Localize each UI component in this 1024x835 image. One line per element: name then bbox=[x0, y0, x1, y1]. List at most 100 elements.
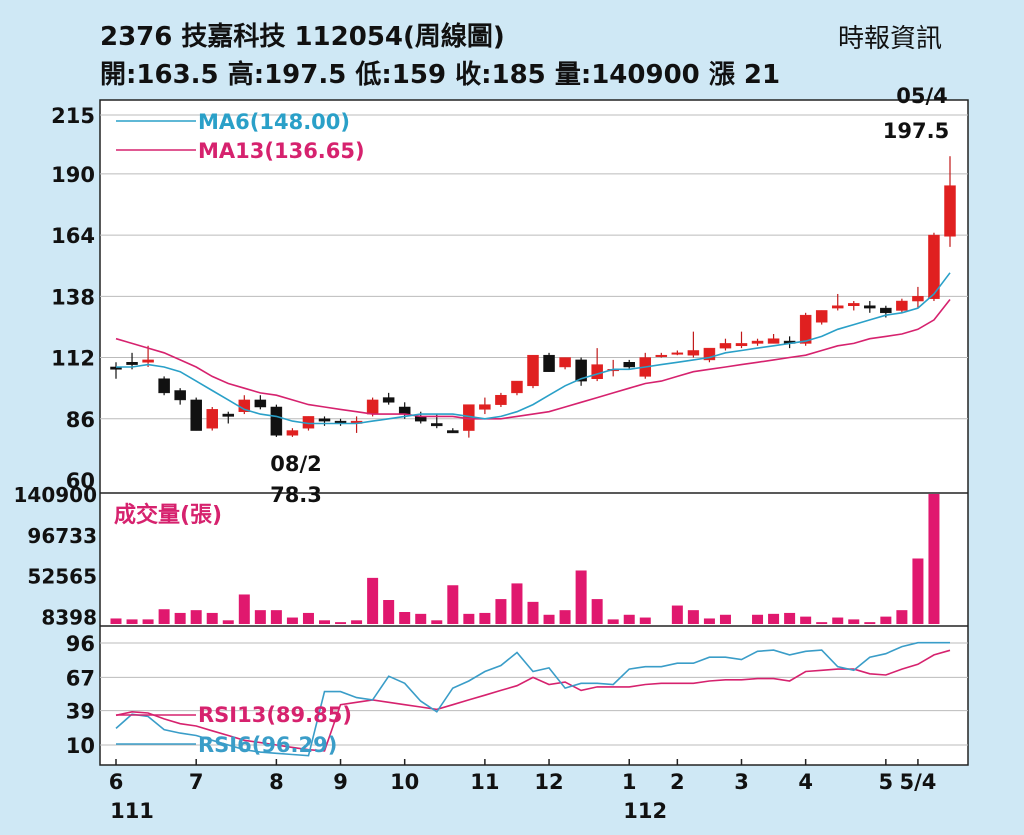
volume-bar bbox=[719, 614, 731, 624]
candle-body bbox=[382, 397, 395, 403]
price-tick-label: 215 bbox=[51, 104, 95, 128]
volume-bar bbox=[800, 616, 812, 624]
candle-body bbox=[928, 234, 940, 299]
rsi13-legend-label: RSI13(89.85) bbox=[198, 703, 352, 727]
volume-bar bbox=[174, 612, 186, 624]
x-tick-label: 1 bbox=[622, 770, 637, 794]
candle-body bbox=[880, 307, 892, 314]
candle-body bbox=[511, 380, 523, 394]
candle-body bbox=[431, 423, 443, 427]
volume-bar bbox=[527, 601, 539, 624]
volume-bar bbox=[559, 610, 571, 624]
candle-body bbox=[687, 350, 700, 356]
x-tick-label: 11 bbox=[470, 770, 499, 794]
volume-bar bbox=[463, 613, 475, 624]
candle-body bbox=[527, 354, 539, 387]
volume-bar bbox=[591, 599, 603, 624]
candle-body bbox=[591, 364, 603, 379]
volume-bar bbox=[511, 583, 523, 624]
volume-bar bbox=[206, 612, 218, 624]
volume-bar bbox=[687, 610, 699, 624]
volume-bar bbox=[543, 614, 555, 624]
volume-bar bbox=[896, 610, 908, 624]
x-tick-label: 2 bbox=[670, 770, 685, 794]
rsi13-line bbox=[115, 649, 951, 752]
price-tick-label: 112 bbox=[51, 347, 95, 371]
rsi-tick-label: 67 bbox=[66, 666, 95, 690]
candle-body bbox=[655, 354, 668, 357]
volume-bar bbox=[447, 585, 459, 624]
ma13-line bbox=[115, 299, 951, 420]
volume-bar bbox=[607, 619, 619, 624]
candle-body bbox=[912, 296, 924, 302]
volume-bar bbox=[399, 612, 411, 624]
candle-body bbox=[671, 352, 684, 355]
volume-bar bbox=[768, 613, 780, 624]
volume-bar bbox=[495, 599, 507, 624]
volume-bar bbox=[864, 622, 876, 624]
candle-body bbox=[735, 343, 748, 347]
volume-bar bbox=[254, 610, 266, 624]
x-tick-label: 3 bbox=[734, 770, 749, 794]
x-tick-label: 5/4 bbox=[899, 770, 936, 794]
rsi-tick-label: 39 bbox=[66, 700, 95, 724]
volume-bar bbox=[126, 619, 138, 624]
volume-bar bbox=[415, 613, 427, 624]
volume-tick-label: 140900 bbox=[14, 483, 98, 507]
volume-legend-label: 成交量(張) bbox=[114, 502, 222, 528]
candle-body bbox=[831, 305, 844, 309]
volume-bar bbox=[190, 610, 202, 624]
price-tick-label: 86 bbox=[66, 408, 95, 432]
rsi-tick-label: 10 bbox=[66, 734, 95, 758]
volume-bar bbox=[816, 622, 828, 624]
candle-body bbox=[623, 362, 635, 368]
candle-body bbox=[767, 338, 780, 344]
candle-body bbox=[559, 357, 571, 368]
volume-bar bbox=[784, 612, 796, 624]
candle-body bbox=[703, 347, 716, 361]
candle-body bbox=[495, 394, 507, 405]
rsi-tick-label: 96 bbox=[66, 632, 95, 656]
volume-bar bbox=[623, 614, 635, 624]
candle-body bbox=[254, 399, 267, 408]
volume-bar bbox=[238, 594, 250, 624]
volume-bar bbox=[832, 617, 844, 624]
volume-bar bbox=[335, 622, 347, 624]
candle-body bbox=[896, 300, 908, 311]
x-tick-label: 8 bbox=[269, 770, 284, 794]
candle-body bbox=[479, 404, 491, 410]
volume-tick-label: 52565 bbox=[27, 565, 97, 589]
rsi6-legend-label: RSI6(96.29) bbox=[198, 733, 337, 757]
candle-body bbox=[543, 354, 555, 372]
low-annotation-value: 78.3 bbox=[270, 483, 322, 507]
x-tick-label: 10 bbox=[390, 770, 419, 794]
candle-body bbox=[944, 185, 956, 237]
volume-bar bbox=[431, 620, 443, 624]
x-tick-label: 6 bbox=[109, 770, 124, 794]
candle-body bbox=[799, 314, 812, 344]
candle-body bbox=[575, 359, 587, 382]
price-tick-label: 190 bbox=[51, 163, 95, 187]
candle-body bbox=[751, 340, 764, 344]
volume-bar bbox=[752, 614, 764, 624]
volume-bar bbox=[880, 616, 892, 624]
candle-body bbox=[848, 303, 860, 306]
x-year-label: 111 bbox=[110, 799, 154, 823]
x-tick-label: 5 bbox=[879, 770, 894, 794]
candle-body bbox=[190, 399, 202, 431]
volume-bar bbox=[110, 618, 122, 624]
ma13-legend-label: MA13(136.65) bbox=[198, 139, 365, 163]
ohlc-stats: 開:163.5 高:197.5 低:159 收:185 量:140900 漲 2… bbox=[100, 60, 781, 90]
x-tick-label: 9 bbox=[333, 770, 348, 794]
candle-body bbox=[286, 430, 299, 436]
candle-body bbox=[447, 430, 459, 434]
volume-bar bbox=[286, 617, 298, 624]
volume-bar bbox=[142, 619, 154, 624]
candle-body bbox=[174, 390, 186, 401]
high-annotation-value: 197.5 bbox=[883, 119, 949, 143]
x-tick-label: 4 bbox=[798, 770, 813, 794]
candle-body bbox=[366, 399, 379, 415]
candle-body bbox=[270, 406, 283, 436]
high-annotation-date: 05/4 bbox=[896, 84, 948, 108]
